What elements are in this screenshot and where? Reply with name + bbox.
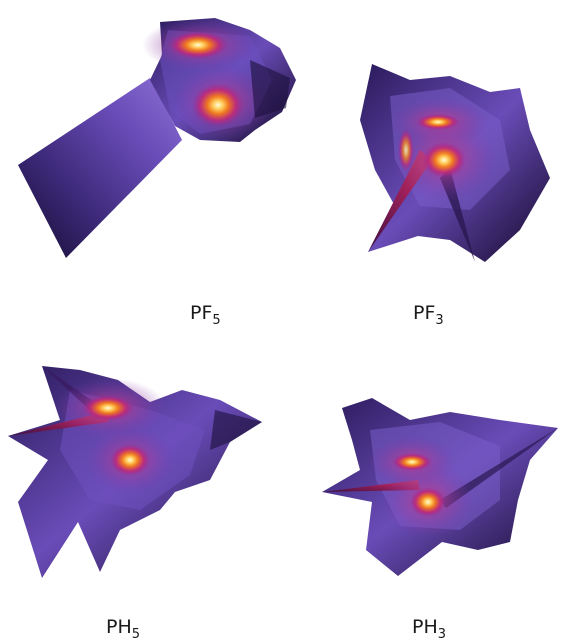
ph3-surface-render [322,398,558,576]
ph3-label: PH3 [412,616,446,641]
pf3-formula: PF [413,302,436,324]
panel-ph5: PH5 [0,350,300,643]
ph3-subscript: 3 [437,627,447,642]
panel-pf5: PF5 [0,0,300,340]
pf5-label: PF5 [190,302,221,327]
pf5-formula: PF [190,302,213,324]
ph5-subscript: 5 [131,627,141,642]
ph3-formula: PH [412,616,438,638]
panel-pf3: PF3 [300,0,576,340]
ph5-label: PH5 [106,616,140,641]
pf3-subscript: 3 [435,313,444,328]
ph5-surface-render [8,366,262,578]
pf5-subscript: 5 [212,313,221,328]
pf3-label: PF3 [413,302,444,327]
ph5-formula: PH [106,616,132,638]
panel-ph3: PH3 [300,350,576,643]
pf5-surface-render [18,18,296,258]
pf3-surface-render [360,64,550,262]
